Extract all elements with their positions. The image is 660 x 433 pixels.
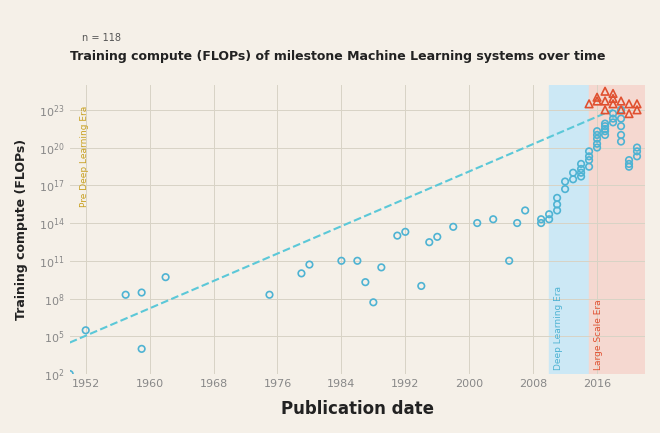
Point xyxy=(608,100,618,107)
Bar xyxy=(549,84,589,374)
Point xyxy=(568,176,578,183)
Point xyxy=(632,148,642,155)
Point xyxy=(568,169,578,176)
Point xyxy=(600,97,611,104)
Point xyxy=(560,186,570,193)
Text: Large Scale Era: Large Scale Era xyxy=(594,300,603,370)
Point xyxy=(608,95,618,102)
Point xyxy=(584,153,595,160)
Point xyxy=(632,100,642,107)
Point xyxy=(160,274,171,281)
Text: n = 118: n = 118 xyxy=(82,33,121,43)
Y-axis label: Training compute (FLOPs): Training compute (FLOPs) xyxy=(15,139,28,320)
Text: Pre Deep Learning Era: Pre Deep Learning Era xyxy=(80,106,88,207)
Point xyxy=(296,270,307,277)
Bar xyxy=(589,84,645,374)
Point xyxy=(576,165,586,172)
Point xyxy=(400,228,411,235)
Point xyxy=(392,232,403,239)
Point xyxy=(616,115,626,122)
Point xyxy=(592,144,603,151)
Point xyxy=(520,207,531,214)
Point xyxy=(600,126,611,132)
Point xyxy=(624,110,634,117)
Point xyxy=(264,291,275,298)
Point xyxy=(608,90,618,97)
Point xyxy=(616,107,626,113)
Point xyxy=(448,223,459,230)
Point xyxy=(632,153,642,160)
Point xyxy=(424,239,434,246)
Point xyxy=(584,148,595,155)
Point xyxy=(120,291,131,298)
Point xyxy=(552,201,562,208)
Point xyxy=(81,327,91,334)
Point xyxy=(584,163,595,170)
Point xyxy=(137,289,147,296)
Point xyxy=(624,163,634,170)
Point xyxy=(576,169,586,176)
Point xyxy=(352,257,362,264)
Point xyxy=(584,100,595,107)
X-axis label: Publication date: Publication date xyxy=(281,400,434,418)
Point xyxy=(65,371,75,378)
Point xyxy=(360,279,371,286)
Point xyxy=(560,178,570,185)
Point xyxy=(616,123,626,129)
Point xyxy=(488,216,498,223)
Point xyxy=(584,157,595,164)
Point xyxy=(544,216,554,223)
Point xyxy=(608,110,618,117)
Point xyxy=(616,138,626,145)
Point xyxy=(432,233,443,240)
Point xyxy=(600,132,611,139)
Text: Deep Learning Era: Deep Learning Era xyxy=(554,286,563,370)
Point xyxy=(624,161,634,168)
Point xyxy=(624,157,634,164)
Point xyxy=(544,211,554,218)
Point xyxy=(472,220,482,226)
Point xyxy=(592,97,603,104)
Point xyxy=(336,257,346,264)
Bar xyxy=(70,84,549,374)
Point xyxy=(512,220,523,226)
Point xyxy=(632,144,642,151)
Point xyxy=(376,264,387,271)
Point xyxy=(536,216,546,223)
Point xyxy=(416,282,426,289)
Point xyxy=(592,128,603,135)
Point xyxy=(576,161,586,168)
Point xyxy=(600,128,611,135)
Point xyxy=(600,107,611,113)
Point xyxy=(504,257,514,264)
Point xyxy=(600,123,611,129)
Point xyxy=(616,107,626,113)
Point xyxy=(592,94,603,101)
Point xyxy=(592,140,603,147)
Point xyxy=(616,132,626,139)
Point xyxy=(600,88,611,95)
Point xyxy=(552,207,562,214)
Point xyxy=(600,120,611,127)
Point xyxy=(576,173,586,180)
Point xyxy=(608,115,618,122)
Point xyxy=(304,261,315,268)
Point xyxy=(592,132,603,139)
Point xyxy=(137,346,147,352)
Point xyxy=(632,107,642,113)
Point xyxy=(608,119,618,126)
Point xyxy=(536,220,546,226)
Point xyxy=(552,194,562,201)
Point xyxy=(592,135,603,142)
Point xyxy=(624,100,634,107)
Text: Training compute (FLOPs) of milestone Machine Learning systems over time: Training compute (FLOPs) of milestone Ma… xyxy=(70,50,605,63)
Point xyxy=(616,97,626,104)
Point xyxy=(368,299,379,306)
